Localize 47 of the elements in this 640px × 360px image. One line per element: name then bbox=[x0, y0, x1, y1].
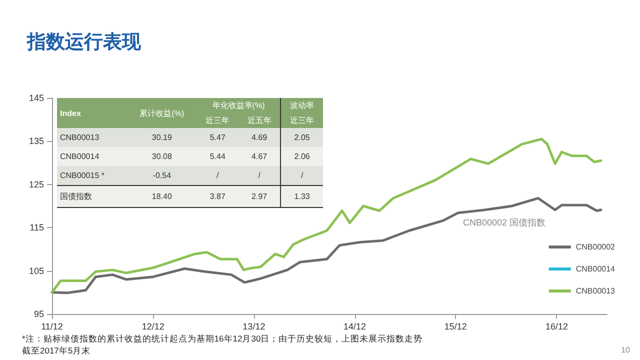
x-tick-label: 11/12 bbox=[41, 322, 63, 332]
x-tick-label: 15/12 bbox=[444, 322, 467, 332]
x-tick-label: 12/12 bbox=[142, 322, 164, 332]
annotation: 3.87 bbox=[208, 191, 226, 203]
annotation: 2.05 bbox=[280, 128, 323, 147]
annotation: Index bbox=[59, 108, 82, 120]
annotation: 年化收益率(%) bbox=[211, 100, 266, 112]
y-tick-label: 125 bbox=[28, 179, 44, 190]
text: 截至2017年5月末 bbox=[22, 346, 91, 356]
x-tick-label: 14/12 bbox=[344, 322, 366, 332]
y-tick-label: 135 bbox=[28, 136, 44, 146]
annotation: / bbox=[280, 166, 323, 186]
chart-title: 指数运行表现 bbox=[26, 31, 142, 53]
annotation: CNB00015 * bbox=[59, 170, 106, 182]
annotation: -0.54 bbox=[152, 170, 172, 182]
annotation: 30.08 bbox=[150, 151, 173, 163]
x-tick-label: 13/12 bbox=[242, 322, 266, 332]
y-tick-label: 95 bbox=[34, 309, 44, 319]
annotation: 18.40 bbox=[150, 191, 173, 203]
annotation: 30.19 bbox=[150, 132, 173, 144]
annotation: 国债指数 bbox=[59, 191, 93, 203]
y-tick-label: 105 bbox=[28, 266, 44, 276]
annotation: CNB00013 bbox=[59, 132, 100, 144]
annotation: 累计收益(%) bbox=[138, 108, 186, 120]
annotation: 波动率 bbox=[280, 98, 323, 113]
annotation: 2.97 bbox=[250, 191, 268, 203]
legend-label: CNB00002 bbox=[576, 242, 616, 252]
annotation: / bbox=[216, 170, 220, 182]
annotation: 2.06 bbox=[280, 147, 323, 166]
annotation: 4.67 bbox=[250, 151, 268, 163]
annotation: 1.33 bbox=[280, 186, 323, 208]
annotation: 5.47 bbox=[208, 132, 226, 144]
annotation: 5.44 bbox=[208, 151, 226, 163]
x-tick-label: 16/12 bbox=[545, 322, 568, 332]
annotation: 近三年 bbox=[280, 113, 323, 128]
annotation: / bbox=[257, 170, 262, 182]
text: 10 bbox=[621, 346, 631, 354]
y-tick-label: 145 bbox=[28, 93, 44, 103]
annotation: 近三年 bbox=[204, 115, 231, 127]
annotation: 近五年 bbox=[246, 115, 272, 127]
annotation: CNB00014 bbox=[59, 151, 100, 163]
y-tick-label: 115 bbox=[30, 222, 44, 233]
legend-label: CNB00014 bbox=[576, 264, 616, 274]
text: *注：贴标绿债指数的累计收益的统计起点为基期16年12月30日；由于历史较短，上图未展示指数走势 bbox=[22, 334, 423, 344]
annotation: 4.69 bbox=[250, 132, 268, 144]
annotation: CNB00002 国债指数 bbox=[463, 218, 546, 228]
legend-label: CNB00013 bbox=[576, 286, 616, 296]
